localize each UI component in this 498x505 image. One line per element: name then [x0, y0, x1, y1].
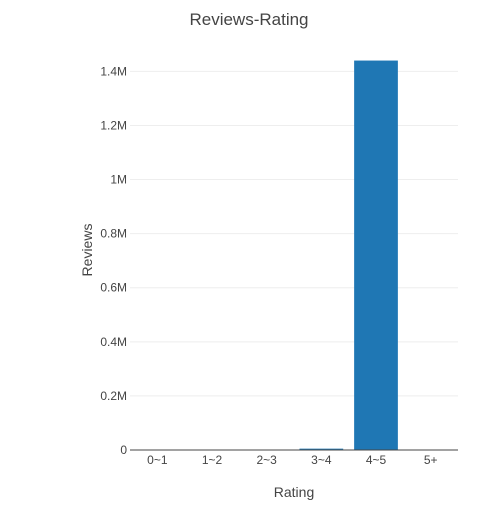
y-tick-labels: 0 0.2M 0.4M 0.6M 0.8M 1M 1.2M 1.4M: [100, 64, 127, 457]
bar-3~4[interactable]: [299, 448, 344, 450]
x-tick-label: 0~1: [147, 453, 168, 467]
bars: [299, 60, 398, 451]
x-axis-title: Rating: [274, 484, 314, 500]
x-tick-label: 3~4: [311, 453, 332, 467]
y-tick-label: 0.8M: [100, 227, 127, 241]
x-tick-label: 5+: [424, 453, 438, 467]
y-tick-label: 0: [120, 443, 127, 457]
y-tick-label: 0.6M: [100, 281, 127, 295]
x-tick-label: 2~3: [256, 453, 277, 467]
y-tick-label: 1M: [110, 173, 127, 187]
y-axis-title: Reviews: [79, 224, 95, 277]
grid-lines: [130, 70, 458, 397]
bar-4~5[interactable]: [354, 60, 398, 451]
x-tick-labels: 0~1 1~2 2~3 3~4 4~5 5+: [147, 453, 437, 467]
x-tick-label: 4~5: [366, 453, 387, 467]
x-tick-label: 1~2: [202, 453, 223, 467]
y-tick-label: 1.2M: [100, 118, 127, 132]
chart-title: Reviews-Rating: [189, 10, 308, 29]
y-tick-label: 1.4M: [100, 64, 127, 78]
y-tick-label: 0.2M: [100, 389, 127, 403]
y-tick-label: 0.4M: [100, 335, 127, 349]
